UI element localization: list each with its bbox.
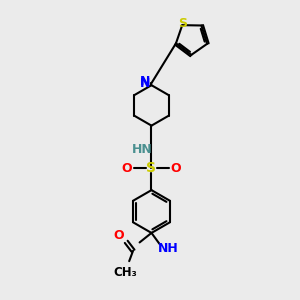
Text: S: S — [146, 161, 157, 176]
Text: NH: NH — [158, 242, 178, 255]
Text: CH₃: CH₃ — [113, 266, 137, 279]
Text: N: N — [140, 75, 150, 88]
Text: O: O — [122, 162, 132, 175]
Text: O: O — [170, 162, 181, 175]
Text: N: N — [140, 77, 150, 90]
Text: S: S — [178, 17, 187, 30]
Text: O: O — [113, 229, 124, 242]
Text: HN: HN — [132, 142, 152, 156]
